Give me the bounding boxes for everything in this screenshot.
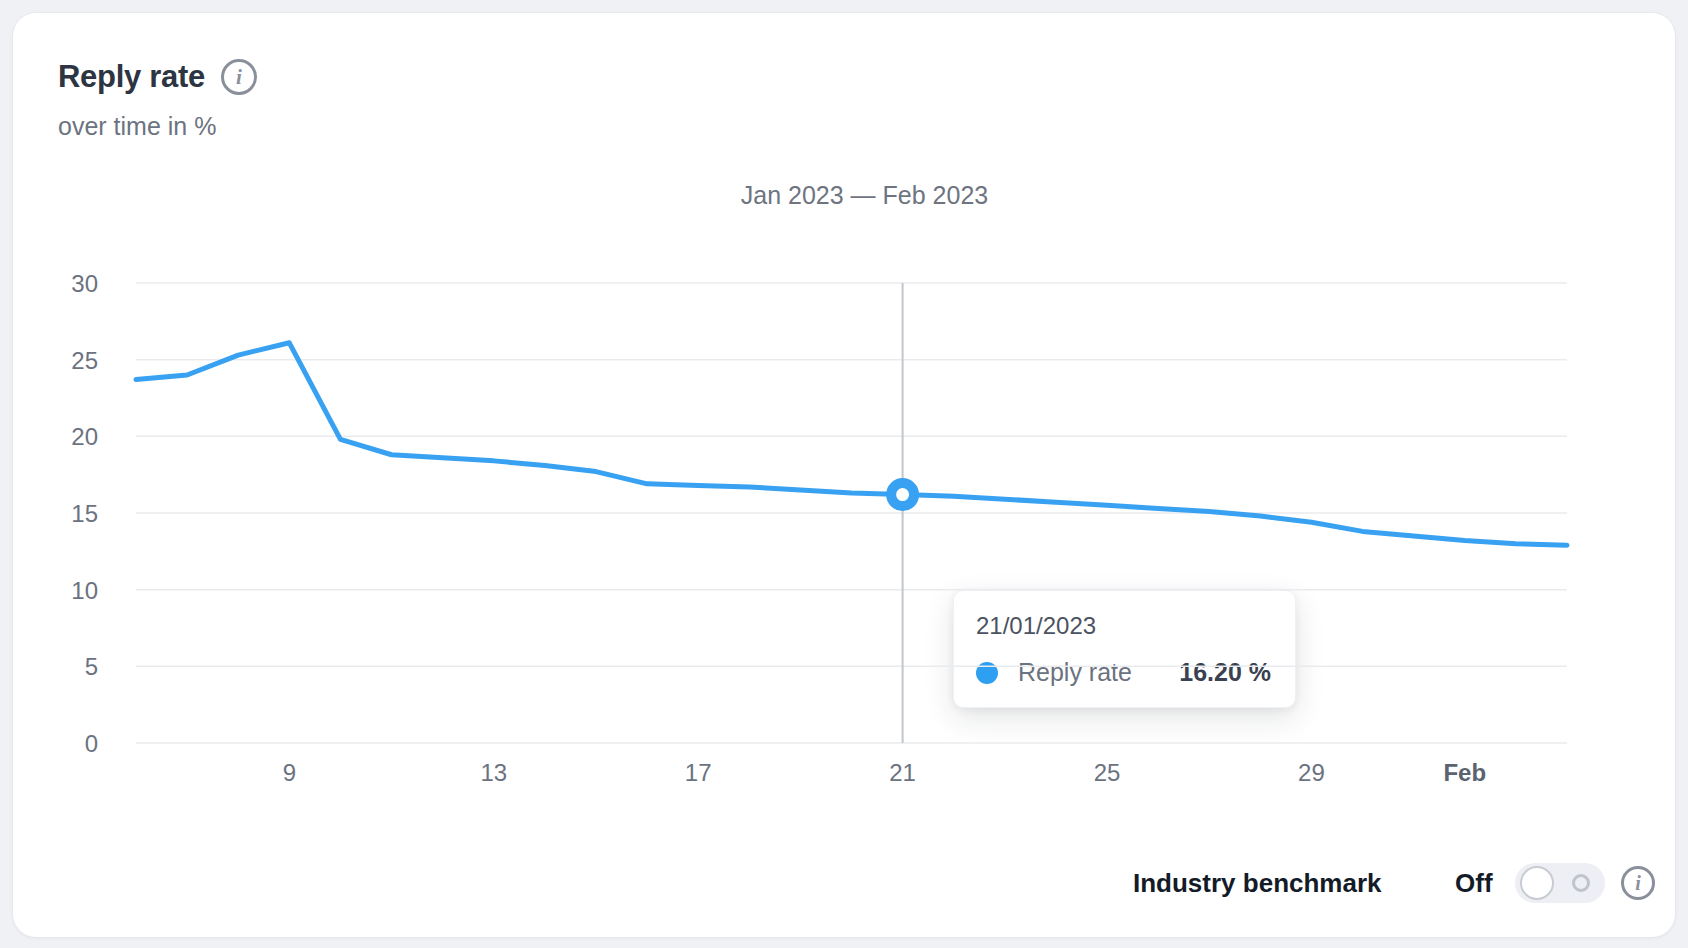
x-axis-label: 29: [1298, 759, 1325, 786]
y-axis-label: 5: [85, 653, 98, 680]
y-axis-label: 25: [71, 347, 98, 374]
reply-rate-chart[interactable]: 0 5 10 15 20 25 30 9 13 17 21 25 29 Feb: [0, 0, 1688, 948]
y-axis-label: 20: [71, 423, 98, 450]
x-axis-label: 13: [480, 759, 507, 786]
y-axis-label: 0: [85, 730, 98, 757]
x-axis-label: 9: [283, 759, 296, 786]
x-axis-label: 17: [685, 759, 712, 786]
x-axis-label: 25: [1094, 759, 1121, 786]
y-axis-label: 10: [71, 577, 98, 604]
x-axis-label: 21: [889, 759, 916, 786]
analytics-page: Reply rate i over time in % Jan 2023 — F…: [0, 0, 1688, 948]
x-axis-label: Feb: [1443, 759, 1486, 786]
y-axis-label: 30: [71, 270, 98, 297]
highlighted-point[interactable]: [891, 483, 914, 506]
y-axis-label: 15: [71, 500, 98, 527]
reply-rate-line[interactable]: [136, 343, 1567, 545]
